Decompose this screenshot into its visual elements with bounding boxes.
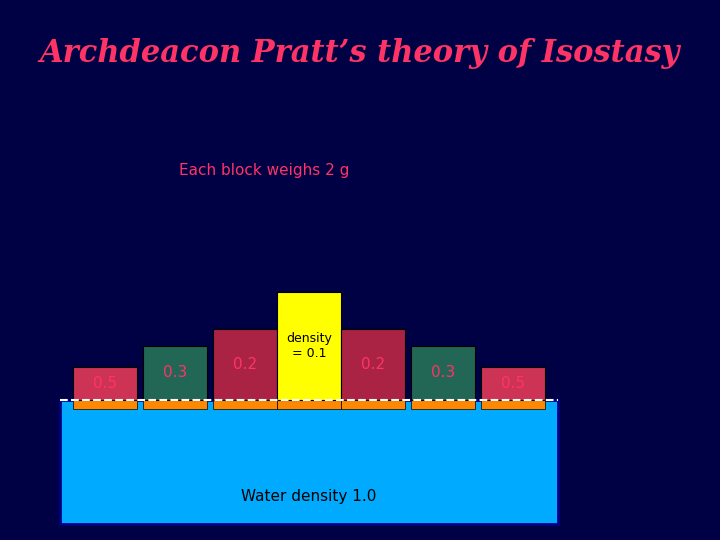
Bar	[60, 400, 558, 524]
Bar	[213, 329, 277, 400]
Bar	[411, 346, 474, 400]
Bar	[411, 400, 474, 409]
Bar	[277, 400, 341, 409]
Text: Each block weighs 2 g: Each block weighs 2 g	[179, 163, 349, 178]
Text: Water density 1.0: Water density 1.0	[241, 489, 377, 504]
Bar	[143, 400, 207, 409]
Bar	[277, 292, 341, 400]
Text: 0.2: 0.2	[233, 357, 257, 372]
Text: 0.3: 0.3	[431, 365, 455, 380]
Bar	[73, 367, 137, 400]
Text: Archdeacon Pratt’s theory of Isostasy: Archdeacon Pratt’s theory of Isostasy	[40, 38, 680, 69]
Text: density
= 0.1: density = 0.1	[286, 332, 332, 360]
Bar	[341, 329, 405, 400]
Bar	[213, 400, 277, 409]
Text: 0.5: 0.5	[93, 376, 117, 391]
Text: 0.5: 0.5	[501, 376, 525, 391]
Text: 0.3: 0.3	[163, 365, 187, 380]
Bar	[341, 400, 405, 409]
Bar	[73, 400, 137, 409]
Bar	[143, 346, 207, 400]
Text: 0.2: 0.2	[361, 357, 384, 372]
Bar	[481, 400, 545, 409]
Bar	[481, 367, 545, 400]
